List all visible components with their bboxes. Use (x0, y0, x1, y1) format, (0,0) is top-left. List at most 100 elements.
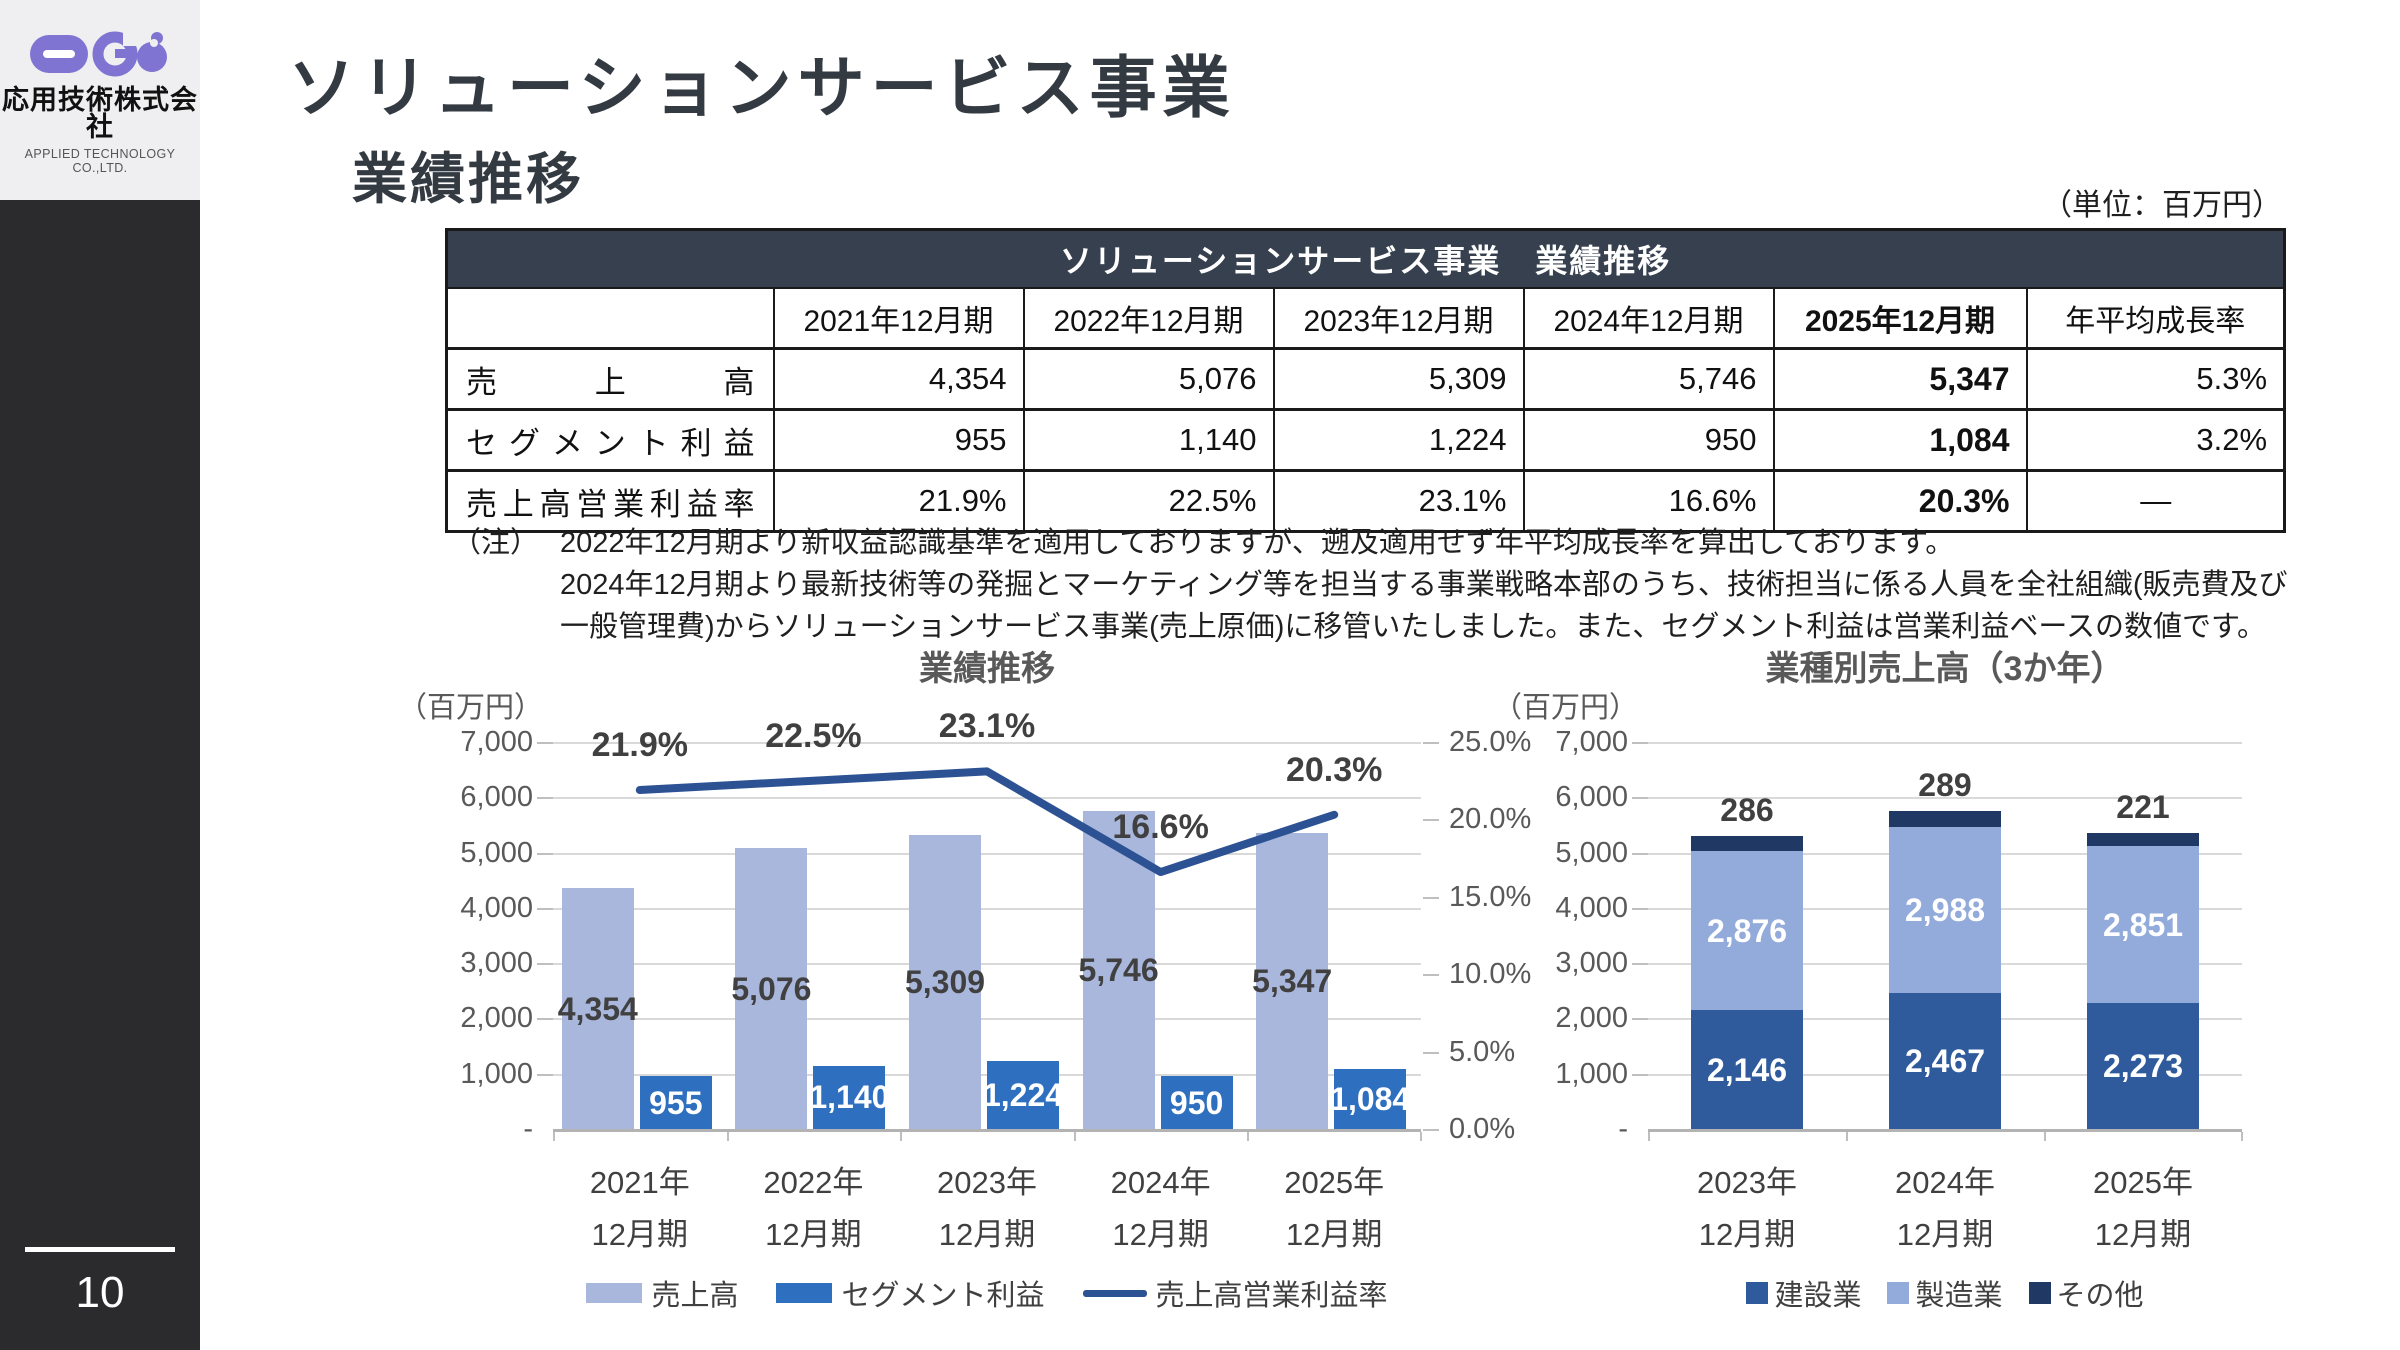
axis-unit-label: （百万円） (397, 692, 543, 724)
cell-value: 3.2% (2025, 408, 2286, 472)
axis-tick (537, 742, 553, 744)
category-label: 2021年 12月期 (553, 1157, 727, 1261)
bar-label-sales: 5,309 (904, 964, 986, 1001)
y-tick-label: - (523, 1113, 533, 1145)
company-name: 応用技術株式会社 (2, 85, 198, 142)
chart-title: 業績推移 (919, 650, 1055, 688)
table-row-sales: 売上高 4,354 5,076 5,309 5,746 5,347 5.3% (445, 347, 2286, 411)
y-tick-label: 2,000 (460, 1002, 533, 1035)
segment-label: 2,146 (1706, 1051, 1788, 1088)
axis-tick (1632, 797, 1648, 800)
x-axis-tick (1420, 1132, 1422, 1141)
company-logo-icon (30, 31, 167, 77)
stacked-segment-建設業 (1691, 1010, 1803, 1129)
cell-value: 22.5% (1022, 469, 1275, 533)
stacked-segment-その他 (1691, 835, 1803, 852)
axis-tick (537, 852, 553, 855)
legend-label: その他 (2056, 1280, 2144, 1312)
company-name-en: APPLIED TECHNOLOGY CO.,LTD. (24, 147, 176, 175)
right-tick-label: 10.0% (1449, 958, 1532, 991)
axis-tick (1632, 907, 1648, 910)
gridline (553, 963, 1421, 966)
y-tick-label: 1,000 (1555, 1057, 1628, 1090)
footnotes: （注） 2022年12月期より新収益認識基準を適用しておりますが、遡及適用せず年… (452, 522, 2352, 648)
note-line-3: 一般管理費)からソリューションサービス事業(売上原価)に移管いたしました。また、… (560, 611, 2267, 643)
performance-table: ソリューションサービス事業 業績推移 2021年12月期 2022年12月期 2… (445, 228, 2287, 533)
category-label: 2022年 12月期 (727, 1157, 901, 1261)
x-axis-tick (1648, 1132, 1650, 1141)
axis-tick (537, 1073, 553, 1076)
category-label-line: 2024年 (1895, 1165, 1995, 1200)
y-tick-label: 2,000 (1555, 1002, 1628, 1035)
cell-value: 23.1% (1272, 469, 1525, 533)
category-label-line: 2024年 (1110, 1165, 1211, 1200)
row-label: 売上高営業利益率 (445, 469, 775, 533)
y-tick-label: 4,000 (1555, 891, 1628, 924)
gridline (1648, 797, 2242, 800)
category-label: 2025年 12月期 (1247, 1157, 1421, 1261)
segment-label: 2,851 (2102, 906, 2184, 943)
section-subtitle: 業績推移 (352, 148, 585, 210)
cell-value: 1,140 (1022, 408, 1275, 472)
legend-swatch-sales (586, 1283, 643, 1303)
legend-item-建設業: 建設業 (1746, 1272, 1861, 1314)
axis-tick (1423, 742, 1439, 744)
segment-label-above: 289 (1918, 767, 1972, 804)
bar-label-segment-profit: 1,084 (1330, 1081, 1411, 1118)
category-label: 2023年 12月期 (900, 1157, 1074, 1261)
category-label-line: 12月期 (591, 1217, 689, 1252)
x-axis-tick (553, 1132, 555, 1141)
y-tick-label: 6,000 (1555, 781, 1628, 814)
cell-value: 950 (1522, 408, 1775, 472)
category-label-line: 12月期 (765, 1217, 862, 1252)
bar-segment-profit (813, 1065, 886, 1129)
legend-label: 売上高 (651, 1280, 739, 1312)
legend-swatch-製造業 (1887, 1282, 1910, 1304)
row-label: セグメント利益 (445, 408, 775, 472)
y-tick-label: - (1618, 1113, 1628, 1145)
legend-swatch-その他 (2028, 1282, 2051, 1304)
axis-tick (1423, 974, 1439, 977)
axis-tick (1423, 1051, 1439, 1054)
category-label-line: 2025年 (2093, 1165, 2193, 1200)
bar-segment-profit (1334, 1069, 1407, 1129)
row-label: 売上高 (445, 347, 775, 411)
legend-label: 売上高営業利益率 (1155, 1280, 1388, 1312)
y-tick-label: 3,000 (1555, 947, 1628, 980)
legend-label: 建設業 (1774, 1280, 1862, 1312)
col-header-blank (445, 287, 775, 350)
bar-segment-profit (639, 1076, 712, 1129)
page-title: ソリューションサービス事業 (288, 51, 1236, 126)
segment-label: 2,876 (1706, 912, 1788, 949)
bar-label-sales: 4,354 (557, 990, 638, 1027)
stacked-segment-その他 (2087, 833, 2199, 846)
x-axis-tick (1247, 1132, 1250, 1141)
y-tick-label: 5,000 (1555, 836, 1628, 869)
gridline (1648, 742, 2242, 744)
y-tick-label: 7,000 (1555, 726, 1628, 758)
x-axis-tick (2241, 1132, 2243, 1141)
bar-sales (561, 888, 634, 1129)
category-label-line: 2025年 (1284, 1165, 1385, 1200)
bar-label-sales: 5,347 (1252, 963, 1333, 1000)
category-label-line: 2022年 (763, 1165, 864, 1200)
right-tick-label: 5.0% (1449, 1035, 1516, 1068)
category-label-line: 12月期 (938, 1217, 1036, 1252)
gridline (553, 1018, 1421, 1021)
axis-tick (1423, 1129, 1439, 1131)
legend-swatch-建設業 (1746, 1282, 1769, 1304)
right-tick-label: 25.0% (1449, 726, 1532, 758)
category-label-line: 12月期 (1698, 1217, 1796, 1252)
x-axis-tick (1073, 1132, 1076, 1141)
gridline (553, 797, 1421, 800)
note-marker: （注） (452, 527, 540, 559)
axis-unit-label: （百万円） (1492, 692, 1638, 724)
cell-value-emphasis: 5,347 (1772, 347, 2028, 411)
stacked-segment-製造業 (1691, 851, 1803, 1011)
y-tick-label: 6,000 (460, 781, 533, 814)
bar-segment-profit (987, 1061, 1059, 1129)
cell-value: 5,309 (1272, 347, 1525, 411)
axis-tick (1632, 852, 1648, 855)
col-header-2023: 2023年12月期 (1272, 287, 1525, 350)
